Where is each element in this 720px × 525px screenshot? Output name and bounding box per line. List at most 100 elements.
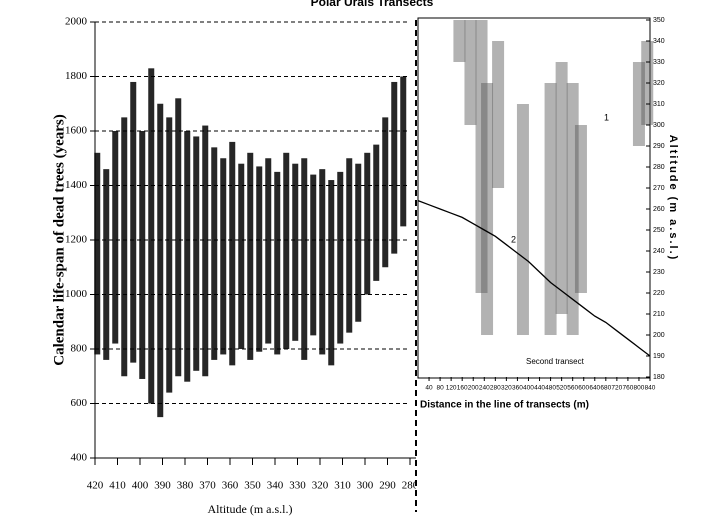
range-bar (139, 131, 146, 379)
right-plot: 1801902002102202302402502602702802903003… (417, 17, 665, 392)
x-tick-label: 200 (468, 385, 479, 392)
y-tick-label: 190 (653, 353, 665, 360)
range-bar (328, 180, 335, 366)
range-bar (492, 41, 505, 188)
range-bar (355, 163, 362, 322)
y-tick-label: 320 (653, 80, 665, 87)
x-tick-label: 340 (267, 480, 284, 492)
x-tick-label: 600 (578, 385, 589, 392)
x-tick-label: 310 (334, 480, 351, 492)
x-tick-label: 370 (199, 480, 216, 492)
x-axis-label: Altitude (m a.s.l.) (208, 502, 293, 516)
x-tick-label: 330 (289, 480, 306, 492)
x-tick-label: 320 (501, 385, 512, 392)
range-bar (566, 83, 579, 335)
range-bar (157, 103, 164, 418)
y-tick-label: 340 (653, 38, 665, 45)
x-tick-label: 800 (634, 385, 645, 392)
y-tick-label: 800 (71, 343, 88, 355)
range-bar (481, 83, 494, 335)
range-bar (193, 136, 200, 371)
y-tick-label: 400 (71, 452, 88, 464)
range-bar (516, 104, 529, 335)
range-bar (319, 169, 326, 355)
range-bar (632, 62, 645, 146)
y-tick-label: 290 (653, 143, 665, 150)
range-bar (292, 163, 299, 341)
x-tick-label: 440 (534, 385, 545, 392)
x-tick-label: 40 (425, 385, 433, 392)
y-tick-label: 250 (653, 227, 665, 234)
range-bar (574, 125, 587, 293)
y-tick-label: 2000 (65, 16, 88, 28)
x-tick-label: 760 (622, 385, 633, 392)
x-tick-label: 640 (589, 385, 600, 392)
range-bar (283, 152, 290, 349)
y-tick-label: 270 (653, 185, 665, 192)
range-bar (301, 158, 308, 360)
x-tick-label: 480 (545, 385, 556, 392)
range-bar (373, 144, 380, 281)
range-bar (247, 152, 254, 360)
range-bar (555, 62, 568, 314)
range-bar (184, 131, 191, 382)
right-panel (417, 17, 651, 379)
y-tick-label: 1000 (65, 288, 88, 300)
y-tick-label: 180 (653, 374, 665, 381)
right-x-axis-label: Distance in the line of transects (m) (420, 400, 589, 411)
annotation: 1 (604, 112, 609, 122)
x-tick-label: 840 (645, 385, 656, 392)
range-bar (211, 147, 218, 360)
x-tick-label: 680 (600, 385, 611, 392)
x-tick-label: 560 (567, 385, 578, 392)
y-tick-label: 1600 (65, 125, 88, 137)
right-y-axis-label: Altitude (m a.s.l.) (667, 135, 679, 262)
x-tick-label: 320 (312, 480, 329, 492)
line (417, 199, 651, 357)
y-tick-label: 280 (653, 164, 665, 171)
y-tick-label: 220 (653, 290, 665, 297)
y-tick-label: 1200 (65, 234, 88, 246)
annotation: 2 (511, 234, 516, 244)
range-bar (337, 171, 344, 344)
y-tick-label: 310 (653, 101, 665, 108)
y-tick-label: 240 (653, 248, 665, 255)
range-bar (166, 117, 173, 393)
left-plot: 400 600 800 1000 1200 1400 1600 1800 2000 420 410 4… (65, 16, 419, 492)
range-bar (382, 117, 389, 268)
range-bar (229, 141, 236, 366)
y-tick-label: 260 (653, 206, 665, 213)
chart-title: Polar Urals Transects (311, 0, 434, 9)
y-tick-label: 350 (653, 17, 665, 24)
x-tick-label: 380 (177, 480, 194, 492)
range-bar (103, 169, 110, 360)
x-tick-label: 290 (379, 480, 396, 492)
range-bar (112, 131, 119, 344)
range-bar (453, 20, 466, 62)
range-bar (310, 174, 317, 336)
y-tick-label: 210 (653, 311, 665, 318)
x-tick-label: 410 (109, 480, 126, 492)
x-tick-label: 420 (87, 480, 104, 492)
x-tick-label: 350 (244, 480, 261, 492)
x-tick-label: 400 (523, 385, 534, 392)
range-bar (464, 20, 477, 125)
range-bar (346, 158, 353, 333)
range-bar (400, 76, 407, 227)
range-bar (256, 166, 263, 352)
x-tick-label: 280 (402, 480, 419, 492)
range-bar (544, 83, 557, 335)
x-tick-label: 390 (154, 480, 171, 492)
x-tick-label: 280 (490, 385, 501, 392)
range-bar (148, 68, 155, 404)
range-bar (274, 171, 281, 355)
x-tick-label: 360 (512, 385, 523, 392)
y-tick-label: 300 (653, 122, 665, 129)
x-tick-label: 240 (479, 385, 490, 392)
annotation: Second transect (526, 357, 585, 366)
range-bar (130, 81, 137, 363)
range-bar (265, 158, 272, 344)
range-bar (220, 158, 227, 355)
range-bar (391, 81, 398, 254)
y-tick-label: 1800 (65, 70, 88, 82)
